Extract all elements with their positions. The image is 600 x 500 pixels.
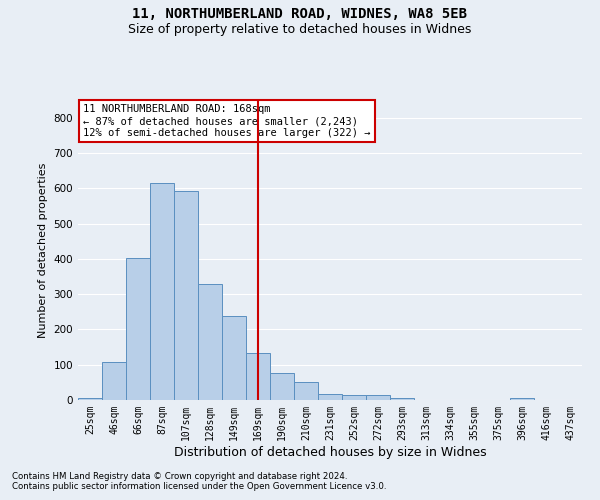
Bar: [390, 398, 414, 400]
Bar: [150, 183, 174, 400]
Text: Contains HM Land Registry data © Crown copyright and database right 2024.: Contains HM Land Registry data © Crown c…: [12, 472, 347, 481]
Text: 11, NORTHUMBERLAND ROAD, WIDNES, WA8 5EB: 11, NORTHUMBERLAND ROAD, WIDNES, WA8 5EB: [133, 8, 467, 22]
X-axis label: Distribution of detached houses by size in Widnes: Distribution of detached houses by size …: [173, 446, 487, 458]
Bar: [294, 382, 318, 400]
Bar: [342, 396, 366, 400]
Text: 11 NORTHUMBERLAND ROAD: 168sqm
← 87% of detached houses are smaller (2,243)
12% : 11 NORTHUMBERLAND ROAD: 168sqm ← 87% of …: [83, 104, 371, 138]
Bar: [510, 398, 534, 400]
Bar: [222, 316, 246, 400]
Bar: [102, 362, 126, 400]
Bar: [126, 258, 150, 400]
Bar: [198, 284, 222, 400]
Bar: [246, 353, 270, 400]
Y-axis label: Number of detached properties: Number of detached properties: [38, 162, 48, 338]
Bar: [270, 373, 294, 400]
Bar: [174, 191, 198, 400]
Text: Size of property relative to detached houses in Widnes: Size of property relative to detached ho…: [128, 22, 472, 36]
Bar: [78, 398, 102, 400]
Text: Contains public sector information licensed under the Open Government Licence v3: Contains public sector information licen…: [12, 482, 386, 491]
Bar: [318, 394, 342, 400]
Bar: [366, 396, 390, 400]
